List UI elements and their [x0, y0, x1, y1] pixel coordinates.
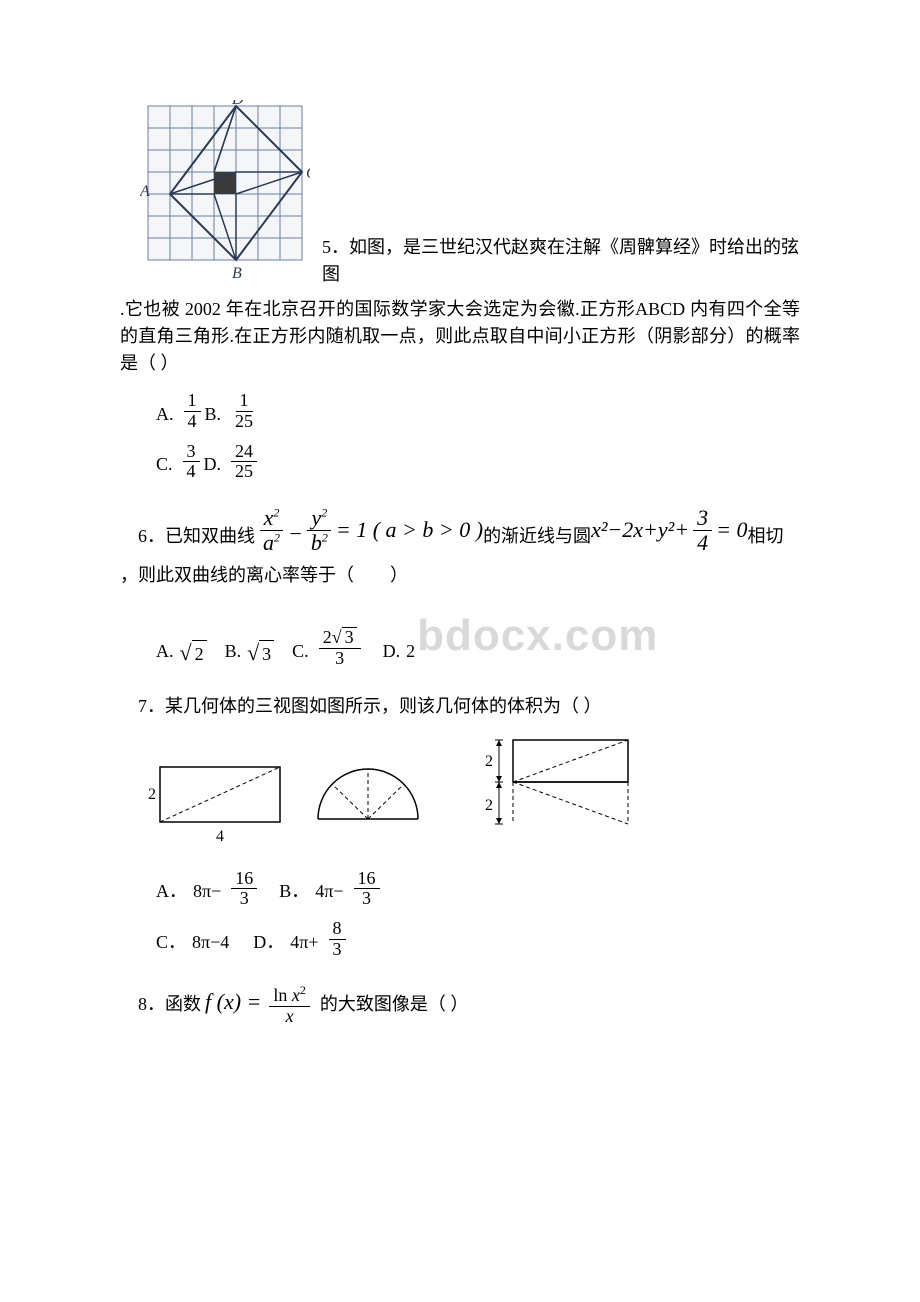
svg-text:2: 2 — [485, 753, 493, 770]
q5-D-frac: 24 25 — [231, 442, 257, 483]
q6-post2: ，则此双曲线的离心率等于（ ） — [120, 562, 800, 589]
q6-options: A. √2 B. √3 C. 2√3 3 D. 2 bdocx.com — [156, 603, 800, 669]
q6-circle-frac: 3 4 — [693, 506, 712, 555]
q8-pre: 8．函数 — [138, 991, 201, 1026]
q6-circle: x²−2x+y²+ — [591, 513, 689, 556]
q6-A-val: √2 — [180, 636, 207, 669]
q6-post: 相切 — [747, 523, 783, 556]
q7-A-label: A． — [156, 878, 187, 909]
q6-C-val: 2√3 3 — [319, 627, 361, 669]
label-A: A — [140, 183, 150, 200]
q6-mid: 的渐近线与圆 — [483, 523, 591, 556]
q7-C-txt: 8π−4 — [192, 929, 229, 960]
q5-options: A. 1 4 B. 1 25 C. 3 4 D. 24 25 — [156, 391, 800, 482]
q7-D-lhs: 4π+ — [290, 929, 318, 960]
q7-figures: 2 4 2 — [138, 732, 800, 855]
q5-A-label: A. — [156, 401, 174, 432]
q6-frac1: x2 a2 — [259, 506, 284, 555]
q5-A-frac: 1 4 — [184, 391, 201, 432]
label-B: B — [232, 265, 242, 280]
q5-body-text: .它也被 2002 年在北京召开的国际数学家大会选定为会徽.正方形ABCD 内有… — [120, 296, 800, 377]
q5-C-frac: 3 4 — [183, 442, 200, 483]
q7-top-views: 2 4 — [138, 757, 478, 847]
q5-D-label: D. — [204, 451, 222, 482]
q6-B-label: B. — [225, 638, 242, 669]
svg-text:2: 2 — [485, 797, 493, 814]
q5-B-label: B. — [205, 401, 222, 432]
q5-figure-and-lead: A B C D 5．如图，是三世纪汉代赵爽在注解《周髀算经》时给出的弦图 — [120, 100, 800, 288]
q6-D-label: D. — [383, 638, 401, 669]
q7-row2: C． 8π−4 D． 4π+ 8 3 — [156, 919, 800, 960]
q7-D-frac: 8 3 — [329, 919, 346, 960]
q6-circle-rhs: = 0 — [716, 513, 747, 556]
q6-minus: − — [288, 517, 303, 556]
q7-B-label: B． — [279, 878, 309, 909]
q6-pre: 6．已知双曲线 — [138, 523, 255, 556]
q6-eq1: = 1 ( a > b > 0 ) — [336, 513, 483, 556]
q6-line1: 6．已知双曲线 x2 a2 − y2 b2 = 1 ( a > b > 0 ) … — [120, 506, 800, 555]
q5-figure: A B C D — [140, 100, 310, 288]
q8-line: 8．函数 f (x) = ln x2 x 的大致图像是（ ） — [138, 984, 800, 1027]
q5-C-label: C. — [156, 451, 173, 482]
q6-A-label: A. — [156, 638, 174, 669]
watermark-text: bdocx.com — [417, 603, 658, 669]
q6-D-val: 2 — [406, 638, 415, 669]
q7-row1: A． 8π− 16 3 B． 4π− 16 3 — [156, 869, 800, 910]
q8-post: 的大致图像是（ ） — [320, 991, 469, 1026]
q5-opt-row-2: C. 3 4 D. 24 25 — [156, 442, 800, 483]
q7-A-frac: 16 3 — [231, 869, 257, 910]
q5-opt-row-1: A. 1 4 B. 1 25 — [156, 391, 800, 432]
q8-fnlhs: f (x) = — [205, 985, 261, 1026]
q7-text: 7．某几何体的三视图如图所示，则该几何体的体积为（ ） — [138, 693, 800, 720]
svg-text:4: 4 — [216, 828, 224, 845]
q7-B-lhs: 4π− — [315, 878, 343, 909]
q7-A-lhs: 8π− — [193, 878, 221, 909]
q7-D-label: D． — [253, 929, 284, 960]
q7-C-label: C． — [156, 929, 186, 960]
q6-B-val: √3 — [247, 636, 274, 669]
q5-svg: A B C D — [140, 100, 310, 280]
q6-frac2: y2 b2 — [307, 506, 332, 555]
q5-lead-text: 5．如图，是三世纪汉代赵爽在注解《周髀算经》时给出的弦图 — [322, 234, 800, 288]
svg-text:2: 2 — [148, 786, 156, 803]
q6-C-label: C. — [292, 638, 309, 669]
label-C: C — [306, 165, 310, 182]
q7-side-view: 2 2 — [483, 732, 653, 847]
label-D: D — [231, 100, 244, 108]
q7-options: A． 8π− 16 3 B． 4π− 16 3 C． 8π−4 D． 4π+ 8… — [156, 869, 800, 960]
q7-B-frac: 16 3 — [354, 869, 380, 910]
q5-B-frac: 1 25 — [231, 391, 257, 432]
q8-frac: ln x2 x — [269, 984, 310, 1027]
